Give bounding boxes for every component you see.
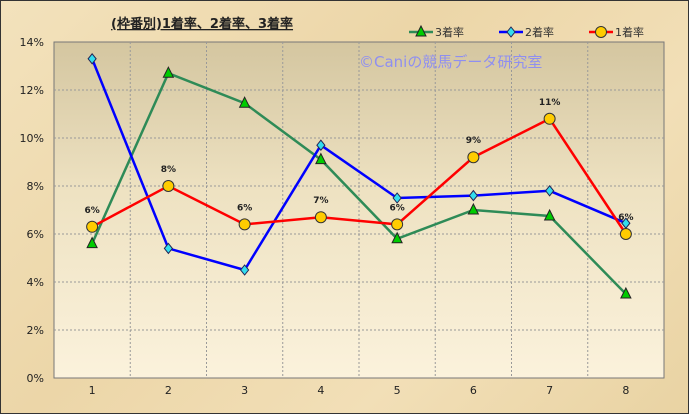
data-point <box>468 189 479 202</box>
legend-label: 3着率 <box>435 25 464 39</box>
data-label: 6% <box>618 213 633 223</box>
y-tick-label: 12% <box>20 84 44 97</box>
data-label: 6% <box>237 203 252 213</box>
data-point <box>619 228 632 240</box>
data-point <box>392 192 402 204</box>
data-point <box>620 286 632 299</box>
data-point <box>391 218 404 231</box>
data-point <box>467 202 480 215</box>
data-point <box>87 52 97 65</box>
data-point <box>314 211 327 224</box>
data-point <box>162 66 175 78</box>
data-point <box>543 112 556 125</box>
data-point <box>86 220 99 233</box>
legend-item: 3着率 <box>409 24 464 39</box>
data-point <box>315 152 327 165</box>
legend-label: 2着率 <box>525 25 554 39</box>
y-tick-label: 8% <box>27 180 44 193</box>
x-tick-label: 6 <box>470 384 477 397</box>
data-label: 6% <box>84 206 99 216</box>
y-tick-label: 10% <box>20 132 44 145</box>
series-line-1 <box>90 71 627 295</box>
legend-item: 2着率 <box>499 25 554 39</box>
data-label: 9% <box>466 136 481 146</box>
legend-marker <box>506 26 516 38</box>
data-point <box>544 184 555 197</box>
y-tick-label: 0% <box>27 372 44 385</box>
data-point <box>86 236 98 249</box>
legend-label: 1着率 <box>615 25 644 39</box>
x-tick-label: 8 <box>622 384 629 397</box>
data-label: 6% <box>389 203 404 213</box>
data-point <box>467 151 480 164</box>
chart-title: (枠番別)1着率、2着率、3着率 <box>111 16 293 32</box>
data-point <box>543 208 556 221</box>
x-tick-label: 2 <box>165 384 172 397</box>
data-point <box>238 218 251 231</box>
x-tick-label: 4 <box>317 384 324 397</box>
series-line-3 <box>91 117 627 235</box>
y-tick-label: 4% <box>27 276 44 289</box>
x-tick-label: 7 <box>546 384 553 397</box>
watermark: ©Caniの競馬データ研究室 <box>359 53 542 71</box>
data-label: 7% <box>313 196 328 206</box>
data-label: 8% <box>161 165 176 175</box>
data-point <box>162 180 175 192</box>
legend-item: 1着率 <box>589 25 644 39</box>
x-tick-label: 5 <box>394 384 401 397</box>
data-point <box>391 231 403 244</box>
y-tick-label: 6% <box>27 228 44 241</box>
data-point <box>163 242 174 255</box>
data-point <box>238 96 251 108</box>
legend-marker <box>595 26 607 38</box>
legend-marker <box>415 24 427 37</box>
data-point <box>316 139 326 152</box>
x-tick-label: 3 <box>241 384 248 397</box>
data-label: 11% <box>539 98 561 108</box>
y-tick-label: 2% <box>27 324 44 337</box>
x-tick-label: 1 <box>89 384 96 397</box>
y-tick-label: 14% <box>20 36 44 49</box>
series-line-2 <box>90 58 627 272</box>
data-point <box>239 264 250 276</box>
